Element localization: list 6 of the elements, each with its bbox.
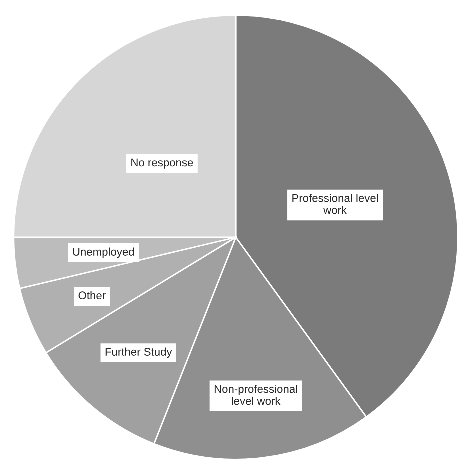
slice-label: Non-professional level work: [214, 385, 298, 406]
slice-label: No response: [132, 158, 194, 169]
slice-label: Professional level work: [292, 194, 378, 214]
slice-label: Unemployed: [73, 248, 134, 258]
slice-label: Further Study: [106, 348, 172, 358]
slice-label: Other: [78, 291, 106, 300]
